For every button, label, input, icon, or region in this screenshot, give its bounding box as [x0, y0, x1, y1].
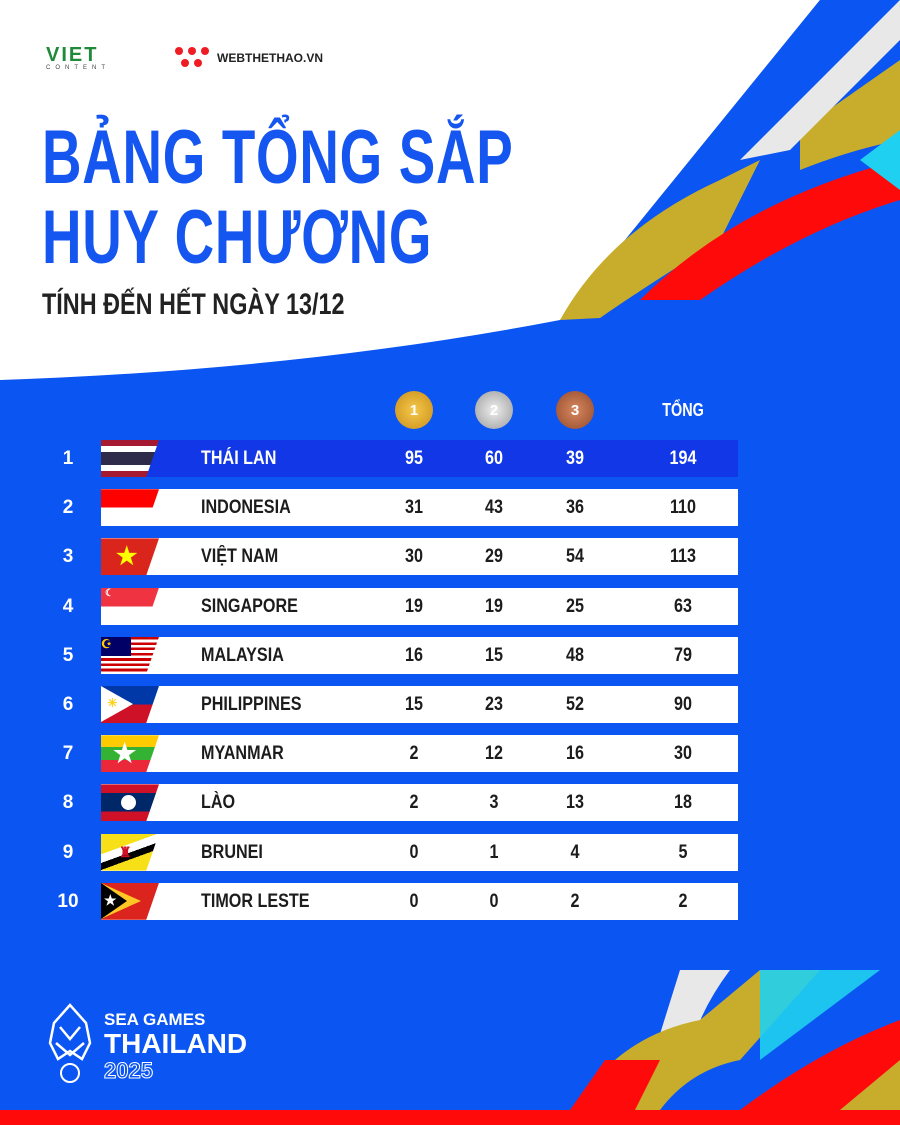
- title-line-2: HUY CHƯƠNG: [42, 195, 433, 280]
- gold-count: 15: [405, 694, 423, 715]
- total-count: 110: [669, 497, 697, 519]
- gold-count: 19: [405, 595, 423, 617]
- flag-singapore-icon: ☾: [101, 587, 159, 625]
- total-count: 194: [669, 448, 697, 469]
- bronze-count: 2: [570, 890, 580, 912]
- table-row: 10 ★ TIMOR LESTE 0 0 2 2: [57, 882, 738, 920]
- bronze-count: 48: [566, 644, 584, 666]
- table-row: 3 ★ VIỆT NAM 30 29 54 113: [63, 538, 738, 576]
- flag-malaysia-icon: ☪: [101, 636, 159, 674]
- logo-text: WEBTHETHAO.VN: [217, 51, 323, 65]
- silver-medal-icon: 2: [475, 391, 513, 429]
- bronze-count: 54: [566, 546, 584, 568]
- rank: 6: [62, 694, 74, 715]
- table-row: 8 LÀO 2 3 13 18: [63, 784, 738, 822]
- flag-brunei-icon: ♜: [101, 833, 159, 871]
- country-name: INDONESIA: [201, 497, 291, 519]
- bronze-count: 4: [570, 841, 580, 863]
- country-name: VIỆT NAM: [201, 546, 279, 568]
- total-count: 18: [674, 792, 692, 814]
- country-name: SINGAPORE: [201, 595, 298, 617]
- total-count: 113: [669, 546, 697, 568]
- rank: 2: [62, 497, 74, 519]
- gold-count: 31: [405, 497, 423, 519]
- logo-text: VIET: [46, 44, 99, 66]
- rank: 1: [62, 448, 74, 469]
- silver-count: 60: [485, 448, 503, 469]
- bronze-count: 13: [566, 792, 584, 814]
- country-name: BRUNEI: [201, 841, 263, 863]
- gold-count: 0: [409, 890, 419, 912]
- bronze-count: 52: [566, 694, 584, 715]
- total-count: 79: [674, 644, 692, 666]
- table-row: 1 THÁI LAN 95 60 39 194: [63, 440, 738, 477]
- table-row: 5 ☪ MALAYSIA 16 15 48 79: [63, 636, 738, 674]
- rank: 9: [62, 841, 74, 863]
- total-count: 63: [674, 595, 692, 617]
- gold-count: 16: [405, 644, 423, 666]
- rank: 7: [62, 743, 74, 765]
- viet-content-logo: VIET CONTENT: [46, 45, 146, 75]
- logo-subtext: CONTENT: [46, 65, 110, 71]
- table-row: 4 ☾ SINGAPORE 19 19 25 63: [63, 587, 738, 625]
- rank: 8: [62, 792, 74, 814]
- table-row: 6 ☀ PHILIPPINES 15 23 52 90: [63, 686, 738, 723]
- sea-games-emblem-icon: [48, 1003, 92, 1083]
- page-subtitle: TÍNH ĐẾN HẾT NGÀY 13/12: [42, 288, 345, 321]
- country-name: THÁI LAN: [201, 448, 277, 469]
- page-title: BẢNG TỔNG SẮP HUY CHƯƠNG: [42, 118, 513, 278]
- total-header: TỔNG: [662, 400, 704, 420]
- silver-count: 23: [485, 694, 503, 715]
- rank: 10: [57, 890, 79, 912]
- country-name: MALAYSIA: [201, 644, 284, 666]
- total-count: 2: [678, 890, 688, 912]
- country-name: LÀO: [201, 792, 236, 814]
- silver-count: 43: [485, 497, 503, 519]
- silver-count: 19: [485, 595, 503, 617]
- gold-count: 2: [409, 743, 419, 765]
- webthethao-logo: WEBTHETHAO.VN: [175, 47, 323, 69]
- silver-count: 15: [485, 644, 503, 666]
- country-name: MYANMAR: [201, 743, 284, 765]
- flag-thailand-icon: [101, 440, 159, 477]
- title-line-1: BẢNG TỔNG SẮP: [42, 115, 514, 200]
- gold-count: 30: [405, 546, 423, 568]
- table-row: 9 ♜ BRUNEI 0 1 4 5: [63, 833, 738, 871]
- bronze-count: 25: [566, 595, 584, 617]
- table-row: 2 INDONESIA 31 43 36 110: [63, 489, 738, 527]
- bronze-count: 16: [566, 743, 584, 765]
- silver-count: 3: [489, 792, 499, 814]
- rank: 4: [62, 595, 74, 617]
- rank: 3: [62, 546, 74, 568]
- total-count: 30: [674, 743, 692, 765]
- total-count: 90: [674, 694, 692, 715]
- table-row: 7 ★ MYANMAR 2 12 16 30: [63, 735, 738, 773]
- rank: 5: [62, 644, 74, 666]
- silver-count: 29: [485, 546, 503, 568]
- flag-laos-icon: [101, 784, 159, 822]
- bronze-medal-icon: 3: [556, 391, 594, 429]
- flag-myanmar-icon: ★: [101, 735, 159, 773]
- silver-count: 1: [489, 841, 499, 863]
- bronze-count: 36: [566, 497, 584, 519]
- gold-count: 2: [409, 792, 419, 814]
- gold-count: 0: [409, 841, 419, 863]
- silver-count: 12: [485, 743, 503, 765]
- country-name: PHILIPPINES: [201, 694, 302, 715]
- sea-games-logo: SEA GAMES THAILAND 2025: [103, 1010, 248, 1084]
- silver-count: 0: [489, 890, 499, 912]
- flag-philippines-icon: ☀: [101, 686, 159, 723]
- total-count: 5: [678, 841, 688, 863]
- flag-indonesia-icon: [101, 489, 159, 527]
- country-name: TIMOR LESTE: [201, 890, 310, 912]
- flag-vietnam-icon: ★: [101, 538, 159, 576]
- bronze-count: 39: [566, 448, 584, 469]
- flag-timor-leste-icon: ★: [101, 882, 159, 920]
- gold-medal-icon: 1: [395, 391, 433, 429]
- dots-icon: [175, 47, 211, 69]
- gold-count: 95: [405, 448, 423, 469]
